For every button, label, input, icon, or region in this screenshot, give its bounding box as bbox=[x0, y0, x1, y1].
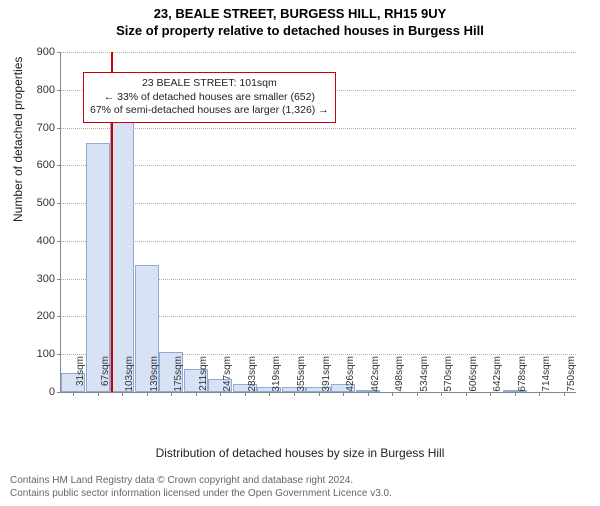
xtick-label: 211sqm bbox=[198, 356, 209, 396]
xtick-label: 175sqm bbox=[173, 356, 184, 396]
xtick-mark bbox=[245, 392, 246, 396]
chart-title-1: 23, BEALE STREET, BURGESS HILL, RH15 9UY bbox=[0, 6, 600, 21]
gridline bbox=[61, 165, 576, 166]
xtick-label: 714sqm bbox=[541, 356, 552, 396]
gridline bbox=[61, 128, 576, 129]
annot-line2: ← 33% of detached houses are smaller (65… bbox=[90, 91, 329, 105]
xtick-label: 498sqm bbox=[394, 356, 405, 396]
xtick-label: 426sqm bbox=[345, 356, 356, 396]
chart-title-2: Size of property relative to detached ho… bbox=[0, 23, 600, 38]
ytick-label: 400 bbox=[37, 235, 61, 247]
annot-line1: 23 BEALE STREET: 101sqm bbox=[90, 77, 329, 91]
xtick-mark bbox=[515, 392, 516, 396]
ytick-label: 900 bbox=[37, 46, 61, 58]
xtick-label: 678sqm bbox=[517, 356, 528, 396]
xtick-mark bbox=[466, 392, 467, 396]
xtick-mark bbox=[147, 392, 148, 396]
xtick-label: 391sqm bbox=[321, 356, 332, 396]
annotation-box: 23 BEALE STREET: 101sqm ← 33% of detache… bbox=[83, 72, 336, 123]
ytick-label: 500 bbox=[37, 197, 61, 209]
plot-area: 23 BEALE STREET: 101sqm ← 33% of detache… bbox=[60, 52, 576, 393]
xtick-label: 139sqm bbox=[149, 356, 160, 396]
ytick-label: 600 bbox=[37, 159, 61, 171]
xtick-label: 750sqm bbox=[566, 356, 577, 396]
xtick-label: 283sqm bbox=[247, 356, 258, 396]
ytick-label: 800 bbox=[37, 84, 61, 96]
footer: Contains HM Land Registry data © Crown c… bbox=[10, 474, 392, 500]
footer-line2: Contains public sector information licen… bbox=[10, 487, 392, 500]
x-axis-label: Distribution of detached houses by size … bbox=[0, 446, 600, 460]
ytick-label: 0 bbox=[49, 386, 61, 398]
xtick-mark bbox=[417, 392, 418, 396]
xtick-label: 103sqm bbox=[124, 356, 135, 396]
xtick-mark bbox=[319, 392, 320, 396]
y-axis-label: Number of detached properties bbox=[11, 57, 25, 222]
ytick-label: 300 bbox=[37, 273, 61, 285]
gridline bbox=[61, 241, 576, 242]
xtick-mark bbox=[392, 392, 393, 396]
histogram-bar bbox=[110, 94, 134, 392]
ytick-label: 100 bbox=[37, 348, 61, 360]
xtick-mark bbox=[441, 392, 442, 396]
xtick-label: 31sqm bbox=[75, 356, 86, 396]
gridline bbox=[61, 52, 576, 53]
xtick-label: 247sqm bbox=[222, 356, 233, 396]
xtick-mark bbox=[343, 392, 344, 396]
gridline bbox=[61, 203, 576, 204]
chart-container: Number of detached properties 23 BEALE S… bbox=[0, 42, 600, 432]
xtick-mark bbox=[490, 392, 491, 396]
ytick-label: 700 bbox=[37, 122, 61, 134]
xtick-label: 319sqm bbox=[271, 356, 282, 396]
xtick-label: 606sqm bbox=[468, 356, 479, 396]
xtick-mark bbox=[294, 392, 295, 396]
ytick-label: 200 bbox=[37, 310, 61, 322]
xtick-label: 534sqm bbox=[419, 356, 430, 396]
xtick-label: 642sqm bbox=[492, 356, 503, 396]
xtick-label: 462sqm bbox=[370, 356, 381, 396]
xtick-mark bbox=[368, 392, 369, 396]
histogram-bar bbox=[86, 143, 110, 392]
xtick-label: 570sqm bbox=[443, 356, 454, 396]
footer-line1: Contains HM Land Registry data © Crown c… bbox=[10, 474, 392, 487]
xtick-mark bbox=[196, 392, 197, 396]
xtick-mark bbox=[98, 392, 99, 396]
xtick-mark bbox=[564, 392, 565, 396]
annot-line3: 67% of semi-detached houses are larger (… bbox=[90, 104, 329, 118]
xtick-label: 67sqm bbox=[100, 356, 111, 396]
xtick-label: 355sqm bbox=[296, 356, 307, 396]
